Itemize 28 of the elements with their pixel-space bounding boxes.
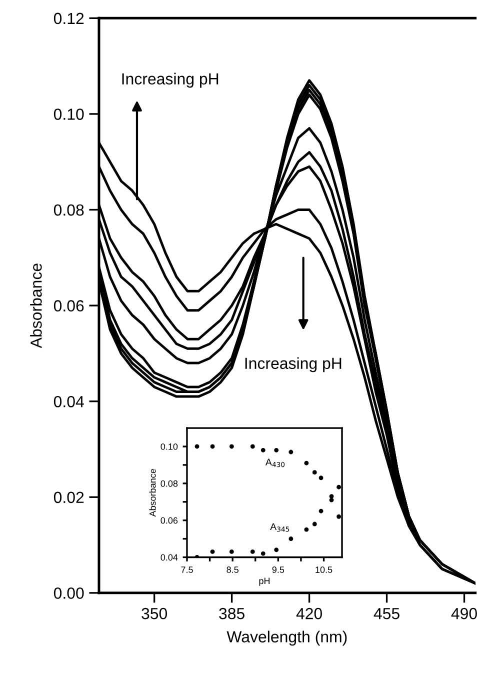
- y-tick-label: 0.08: [160, 480, 178, 487]
- annotation: Increasing pH: [122, 72, 218, 88]
- x-tick-label: 385: [219, 608, 244, 620]
- y-tick-label: 0.10: [160, 443, 178, 450]
- y-tick-label: 0.00: [54, 588, 84, 599]
- y-tick-label: 0.06: [160, 517, 178, 524]
- x-tick-label: 455: [374, 608, 400, 620]
- x-tick-label: 8.5: [226, 566, 238, 573]
- x-axis-title: Wavelength (nm): [226, 630, 347, 646]
- y-tick-label: 0.12: [54, 12, 84, 24]
- y-tick-label: 0.06: [54, 300, 84, 312]
- y-axis-title: Absorbance: [149, 468, 156, 517]
- x-tick-label: 7.5: [181, 566, 193, 573]
- annotation: A$_{430}$: [265, 458, 285, 468]
- x-tick-label: 490: [451, 608, 477, 620]
- x-tick-label: 350: [142, 608, 168, 620]
- y-tick-label: 0.04: [160, 554, 178, 561]
- annotation: Increasing pH: [245, 357, 342, 372]
- x-tick-label: 420: [296, 608, 322, 620]
- x-tick-label: 9.5: [272, 566, 284, 573]
- annotation: A$_{345}$: [270, 523, 290, 532]
- y-tick-label: 0.04: [54, 396, 84, 408]
- y-tick-label: 0.10: [54, 108, 84, 120]
- x-axis-title: pH: [259, 578, 270, 586]
- y-axis-title: Absorbance: [30, 264, 42, 348]
- x-tick-label: 10.5: [316, 566, 332, 573]
- y-tick-label: 0.08: [54, 204, 84, 216]
- y-tick-label: 0.02: [54, 492, 84, 504]
